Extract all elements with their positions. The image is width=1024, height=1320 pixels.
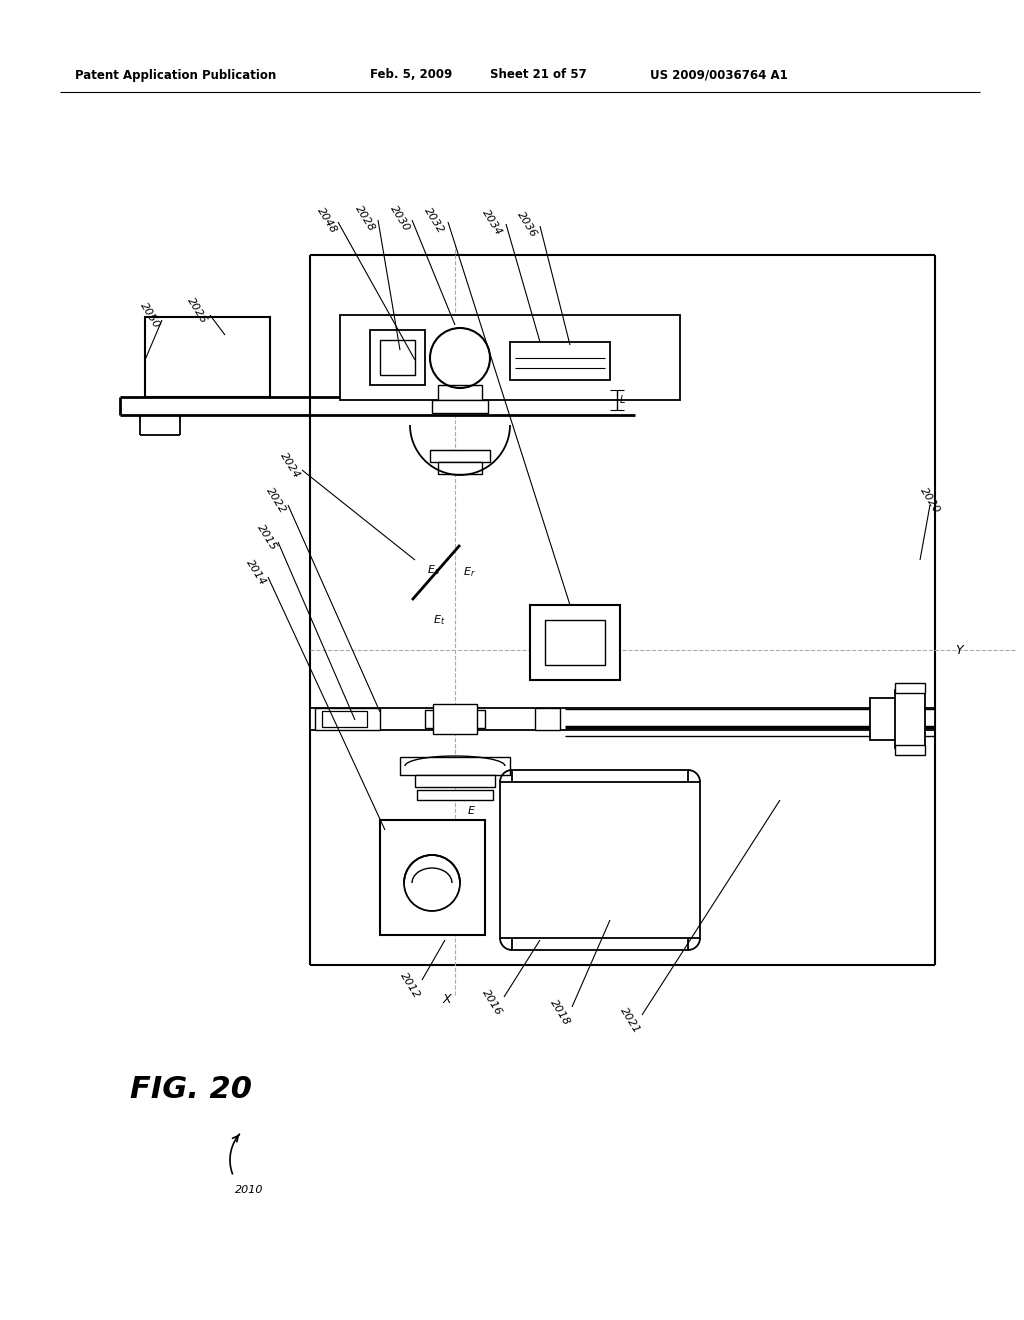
Text: 2015: 2015 bbox=[255, 523, 279, 552]
Text: 2014: 2014 bbox=[244, 557, 267, 586]
Bar bbox=[438, 385, 482, 400]
Text: 2021: 2021 bbox=[618, 1006, 642, 1035]
Text: 2026: 2026 bbox=[185, 296, 209, 325]
Bar bbox=[895, 744, 925, 755]
Text: Feb. 5, 2009: Feb. 5, 2009 bbox=[370, 69, 453, 82]
Text: 2018: 2018 bbox=[548, 998, 571, 1027]
Text: 2030: 2030 bbox=[388, 203, 412, 232]
Bar bbox=[510, 342, 610, 380]
Bar bbox=[438, 462, 482, 474]
Bar bbox=[545, 620, 605, 665]
Bar bbox=[870, 698, 910, 741]
Bar bbox=[895, 690, 925, 748]
Text: 2050: 2050 bbox=[138, 300, 162, 330]
Text: 2010: 2010 bbox=[234, 1185, 263, 1195]
Text: 2022: 2022 bbox=[264, 486, 288, 515]
Bar bbox=[425, 710, 485, 729]
Bar bbox=[535, 708, 560, 730]
Text: 2016: 2016 bbox=[480, 987, 504, 1016]
Text: 2024: 2024 bbox=[278, 450, 302, 479]
Bar bbox=[370, 330, 425, 385]
Bar bbox=[512, 770, 688, 950]
Text: 2012: 2012 bbox=[398, 970, 422, 999]
Bar bbox=[315, 708, 380, 730]
Bar bbox=[430, 450, 490, 462]
Bar bbox=[530, 605, 620, 680]
Text: L: L bbox=[620, 395, 626, 405]
Text: 2048: 2048 bbox=[315, 206, 339, 235]
Text: Sheet 21 of 57: Sheet 21 of 57 bbox=[490, 69, 587, 82]
Text: 2032: 2032 bbox=[422, 206, 445, 235]
Bar bbox=[433, 704, 477, 734]
Text: 2036: 2036 bbox=[515, 210, 539, 239]
Text: $E_r$: $E_r$ bbox=[463, 565, 475, 579]
Bar bbox=[432, 400, 488, 413]
Text: 2020: 2020 bbox=[918, 486, 942, 515]
Bar bbox=[340, 315, 680, 400]
Text: 2028: 2028 bbox=[353, 203, 377, 232]
Bar bbox=[380, 341, 415, 375]
Bar bbox=[500, 781, 700, 939]
Bar bbox=[400, 756, 510, 775]
Text: 2034: 2034 bbox=[480, 207, 504, 236]
Bar bbox=[310, 708, 935, 730]
Text: X: X bbox=[442, 993, 452, 1006]
Bar bbox=[415, 775, 495, 787]
Bar bbox=[145, 317, 270, 397]
Text: $E$: $E$ bbox=[467, 804, 476, 816]
Text: $E_t$: $E_t$ bbox=[433, 612, 445, 627]
Bar bbox=[895, 682, 925, 693]
Bar bbox=[417, 789, 493, 800]
Bar bbox=[322, 711, 367, 727]
Bar bbox=[380, 820, 485, 935]
Text: FIG. 20: FIG. 20 bbox=[130, 1076, 252, 1105]
Text: $E_s$: $E_s$ bbox=[427, 564, 440, 577]
Text: US 2009/0036764 A1: US 2009/0036764 A1 bbox=[650, 69, 787, 82]
Text: Patent Application Publication: Patent Application Publication bbox=[75, 69, 276, 82]
Text: Y: Y bbox=[955, 644, 963, 656]
